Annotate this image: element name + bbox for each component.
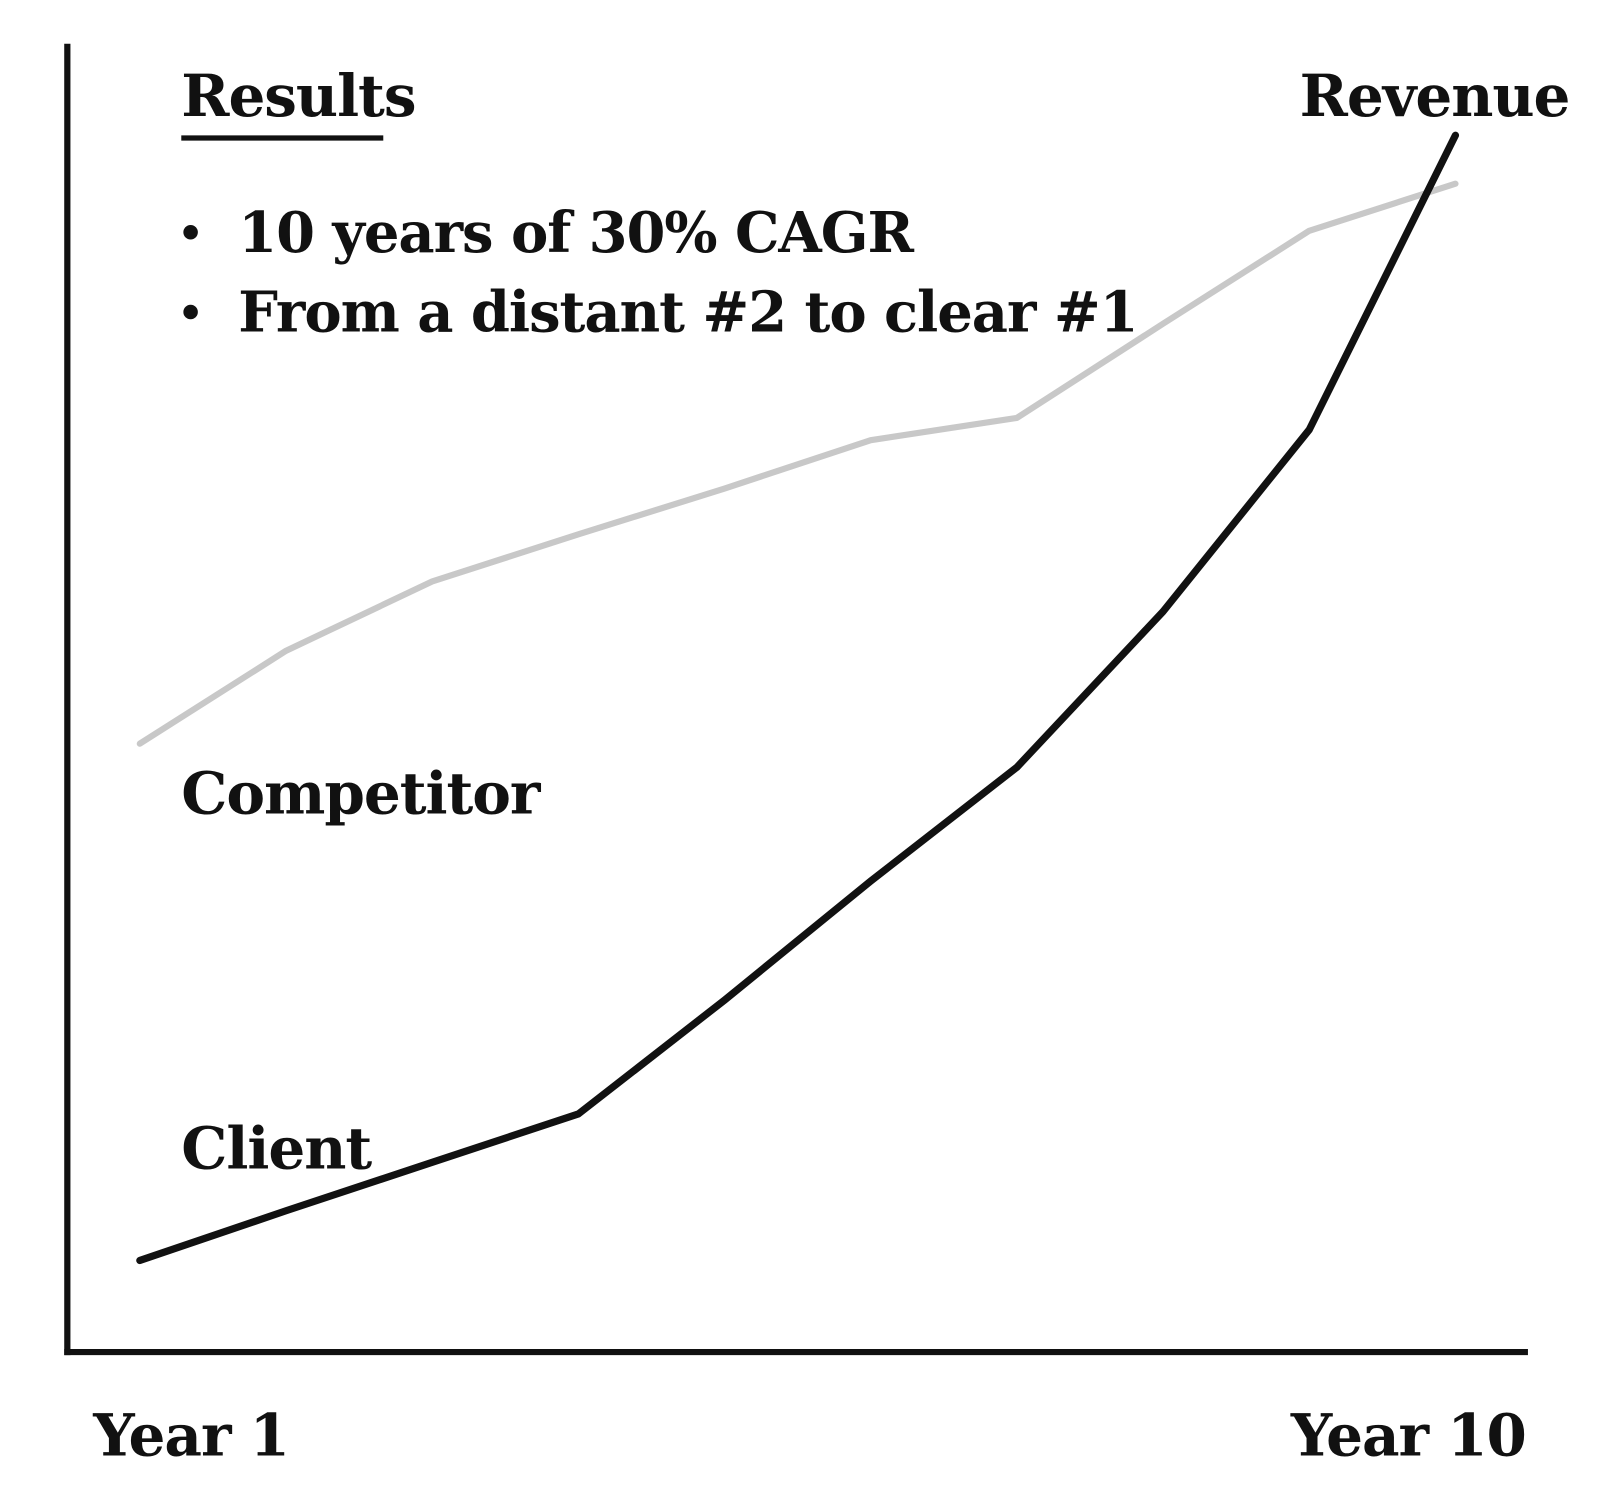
chart-title: Results — [181, 62, 415, 130]
annotation: From a distant #2 to clear #1 — [238, 280, 1137, 346]
series-line — [136, 180, 1459, 747]
x-tick-label: Year 10 — [1290, 1402, 1526, 1470]
bullet — [183, 224, 198, 240]
y-axis-label: Revenue — [1300, 62, 1570, 130]
series-label: Client — [181, 1115, 372, 1183]
series-line — [136, 131, 1460, 1265]
annotation: 10 years of 30% CAGR — [238, 200, 914, 266]
x-tick-label: Year 1 — [92, 1402, 289, 1470]
series-label: Competitor — [181, 759, 542, 827]
bullet — [183, 304, 198, 320]
